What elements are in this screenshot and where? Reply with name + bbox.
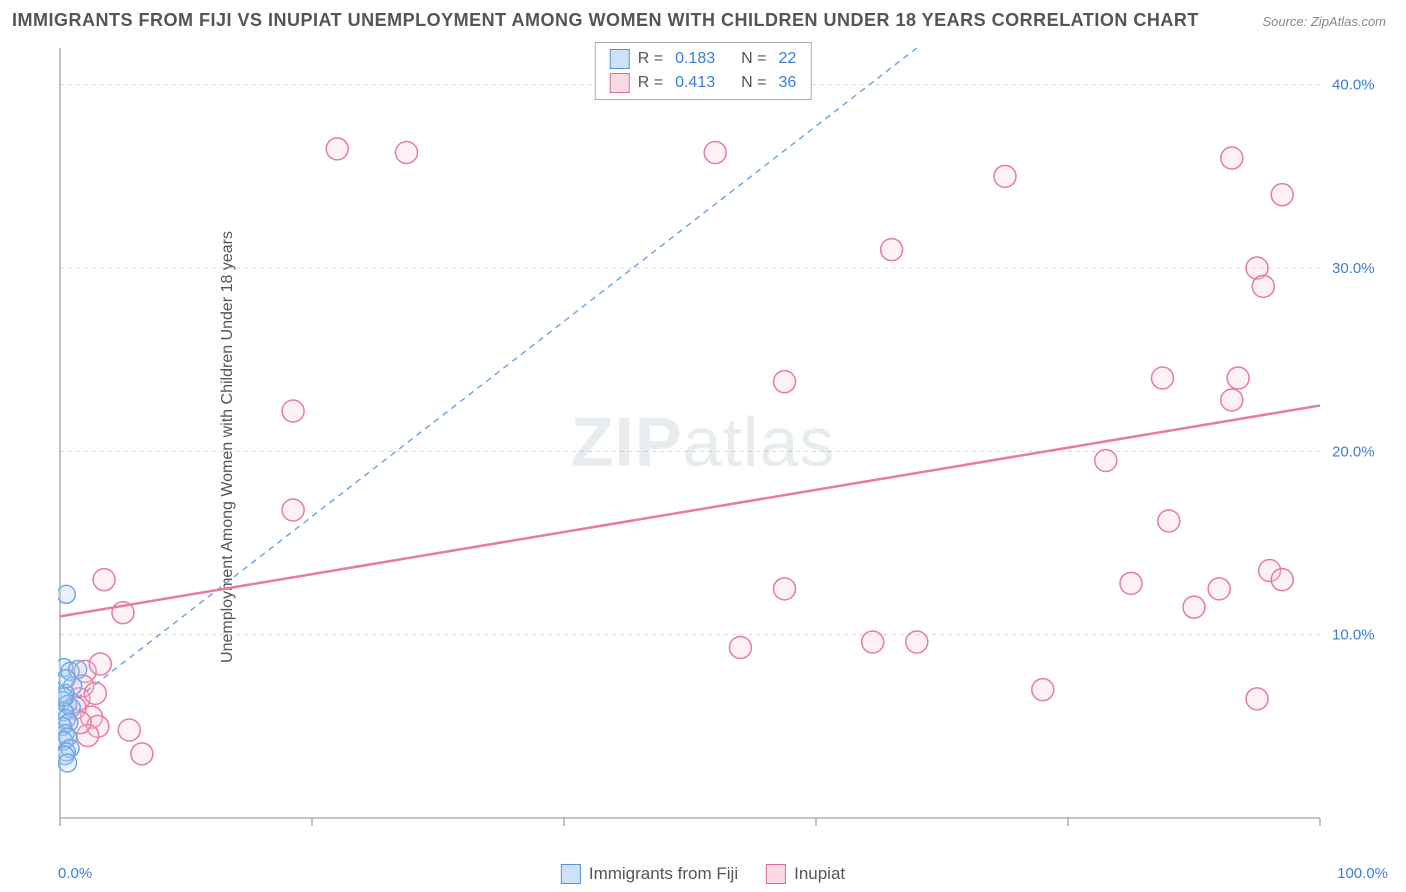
legend-statistics: R = 0.183 N = 22 R = 0.413 N = 36 bbox=[595, 42, 812, 100]
source-label: Source: ZipAtlas.com bbox=[1262, 14, 1386, 29]
legend-stats-row-fiji: R = 0.183 N = 22 bbox=[610, 47, 797, 71]
r-label: R = bbox=[638, 50, 663, 68]
r-label: R = bbox=[638, 74, 663, 92]
n-label: N = bbox=[741, 74, 766, 92]
svg-text:30.0%: 30.0% bbox=[1332, 260, 1375, 277]
svg-text:20.0%: 20.0% bbox=[1332, 443, 1375, 460]
swatch-inupiat-icon bbox=[610, 73, 630, 93]
scatter-svg: 10.0% 20.0% 30.0% 40.0% bbox=[58, 40, 1396, 846]
legend-series: Immigrants from Fiji Inupiat bbox=[561, 864, 845, 884]
n-value-inupiat: 36 bbox=[778, 74, 796, 92]
r-value-inupiat: 0.413 bbox=[675, 74, 715, 92]
legend-item-inupiat: Inupiat bbox=[766, 864, 845, 884]
legend-label-fiji: Immigrants from Fiji bbox=[589, 864, 738, 884]
plot-area: 10.0% 20.0% 30.0% 40.0% bbox=[58, 40, 1396, 854]
swatch-fiji-icon bbox=[610, 49, 630, 69]
svg-text:10.0%: 10.0% bbox=[1332, 627, 1375, 644]
x-axis-min-label: 0.0% bbox=[58, 865, 92, 882]
chart-title: IMMIGRANTS FROM FIJI VS INUPIAT UNEMPLOY… bbox=[12, 10, 1199, 31]
r-value-fiji: 0.183 bbox=[675, 50, 715, 68]
n-label: N = bbox=[741, 50, 766, 68]
legend-stats-row-inupiat: R = 0.413 N = 36 bbox=[610, 71, 797, 95]
legend-label-inupiat: Inupiat bbox=[794, 864, 845, 884]
svg-text:40.0%: 40.0% bbox=[1332, 77, 1375, 94]
swatch-fiji-icon bbox=[561, 864, 581, 884]
x-axis-max-label: 100.0% bbox=[1337, 865, 1388, 882]
swatch-inupiat-icon bbox=[766, 864, 786, 884]
chart-container: Unemployment Among Women with Children U… bbox=[48, 40, 1396, 854]
legend-stats-box: R = 0.183 N = 22 R = 0.413 N = 36 bbox=[595, 42, 812, 100]
n-value-fiji: 22 bbox=[778, 50, 796, 68]
legend-item-fiji: Immigrants from Fiji bbox=[561, 864, 738, 884]
